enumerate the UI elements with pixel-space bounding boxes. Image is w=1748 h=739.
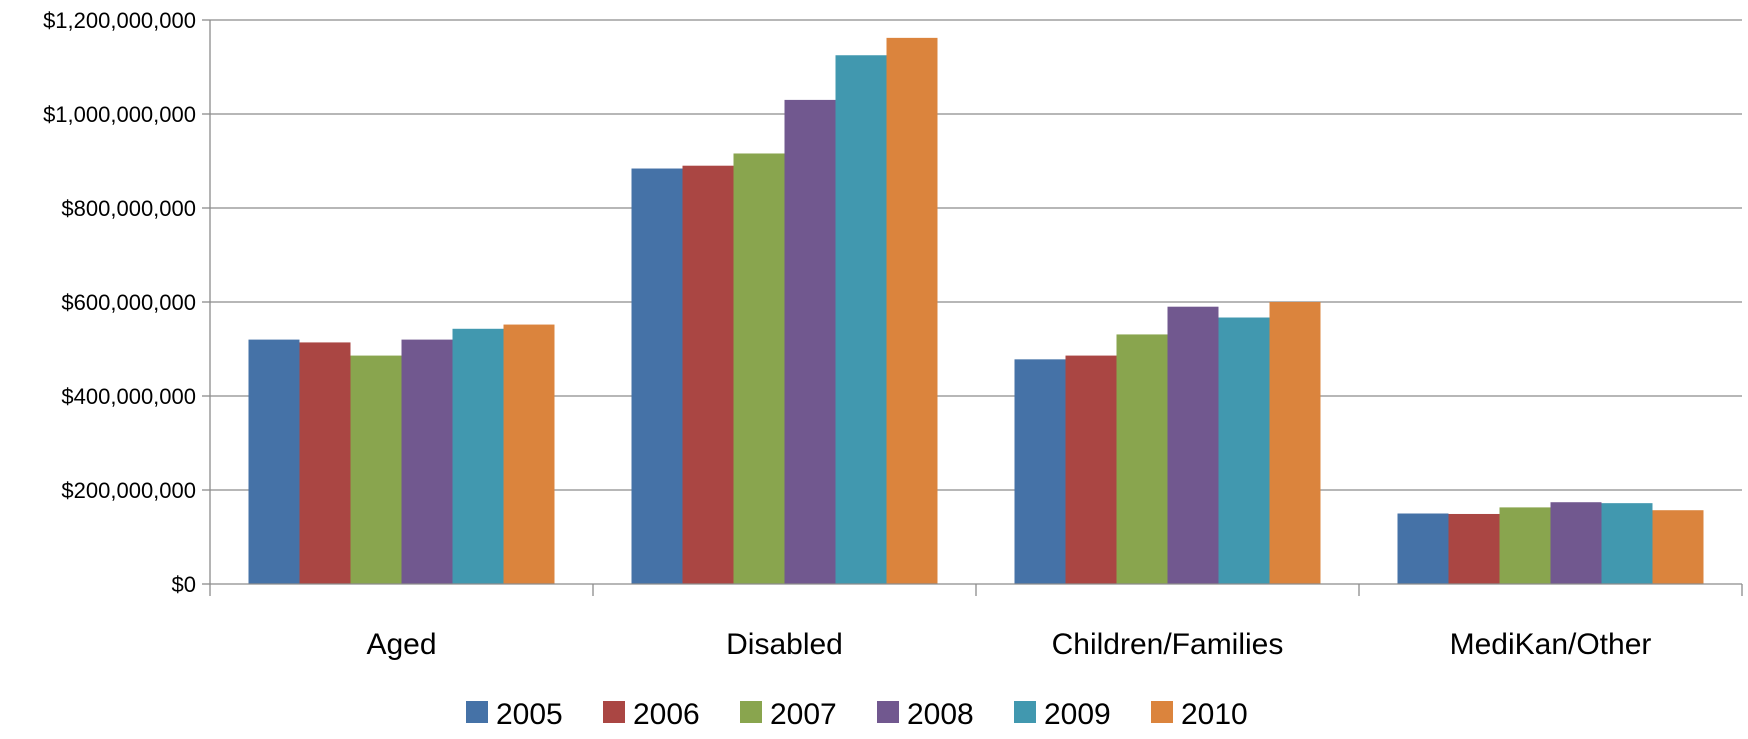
legend-label: 2006 — [633, 698, 700, 731]
legend-item-2007: 2007 — [740, 698, 837, 731]
bar-children-families-2009 — [1218, 317, 1270, 584]
bar-aged-2009 — [452, 328, 504, 584]
y-tick-label: $0 — [172, 572, 196, 597]
y-tick-label: $200,000,000 — [61, 478, 196, 503]
x-axis-category-labels: Aged Disabled Children/Families MediKan/Oth… — [366, 628, 1651, 661]
x-category-label: Disabled — [726, 628, 843, 661]
y-tick-label: $1,200,000,000 — [43, 8, 196, 33]
bar-children-families-2010 — [1269, 302, 1321, 584]
bar-disabled-2006 — [682, 165, 734, 584]
legend-swatch — [1151, 701, 1173, 723]
x-category-label: MediKan/Other — [1450, 628, 1652, 661]
axes — [202, 19, 1743, 596]
legend: 2005 2006 2007 2008 2009 2010 — [466, 698, 1248, 731]
y-tick-label: $800,000,000 — [61, 196, 196, 221]
bar-children-families-2007 — [1116, 334, 1168, 584]
bar-aged-2008 — [401, 339, 453, 584]
bar-aged-2010 — [503, 324, 555, 584]
bars — [248, 37, 1704, 585]
legend-swatch — [466, 701, 488, 723]
legend-item-2006: 2006 — [603, 698, 700, 731]
bar-children-families-2005 — [1014, 359, 1066, 584]
bar-children-families-2006 — [1065, 355, 1117, 584]
legend-swatch — [740, 701, 762, 723]
legend-swatch — [877, 701, 899, 723]
bar-medikan-other-2010 — [1652, 510, 1704, 584]
legend-label: 2008 — [907, 698, 974, 731]
legend-item-2008: 2008 — [877, 698, 974, 731]
legend-label: 2007 — [770, 698, 837, 731]
y-axis-tick-labels: $0 $200,000,000 $400,000,000 $600,000,000 $8… — [43, 8, 196, 597]
bar-aged-2006 — [299, 342, 351, 584]
y-tick-label: $600,000,000 — [61, 290, 196, 315]
bar-disabled-2008 — [784, 99, 836, 585]
bar-disabled-2007 — [733, 153, 785, 585]
bar-disabled-2010 — [886, 37, 938, 585]
bar-medikan-other-2006 — [1448, 513, 1500, 584]
y-tick-label: $1,000,000,000 — [43, 102, 196, 127]
x-category-label: Children/Families — [1052, 628, 1284, 661]
legend-item-2010: 2010 — [1151, 698, 1248, 731]
legend-swatch — [603, 701, 625, 723]
bar-medikan-other-2007 — [1499, 507, 1551, 584]
bar-medikan-other-2009 — [1601, 503, 1653, 584]
bar-disabled-2005 — [631, 168, 683, 584]
legend-item-2009: 2009 — [1014, 698, 1111, 731]
legend-swatch — [1014, 701, 1036, 723]
legend-item-2005: 2005 — [466, 698, 563, 731]
bar-aged-2007 — [350, 355, 402, 584]
bar-aged-2005 — [248, 339, 300, 584]
bar-children-families-2008 — [1167, 306, 1219, 584]
bar-disabled-2009 — [835, 55, 887, 584]
legend-label: 2005 — [496, 698, 563, 731]
bar-medikan-other-2008 — [1550, 502, 1602, 584]
legend-label: 2009 — [1044, 698, 1111, 731]
bar-medikan-other-2005 — [1397, 513, 1449, 584]
x-category-label: Aged — [366, 628, 436, 661]
y-tick-label: $400,000,000 — [61, 384, 196, 409]
legend-label: 2010 — [1181, 698, 1248, 731]
